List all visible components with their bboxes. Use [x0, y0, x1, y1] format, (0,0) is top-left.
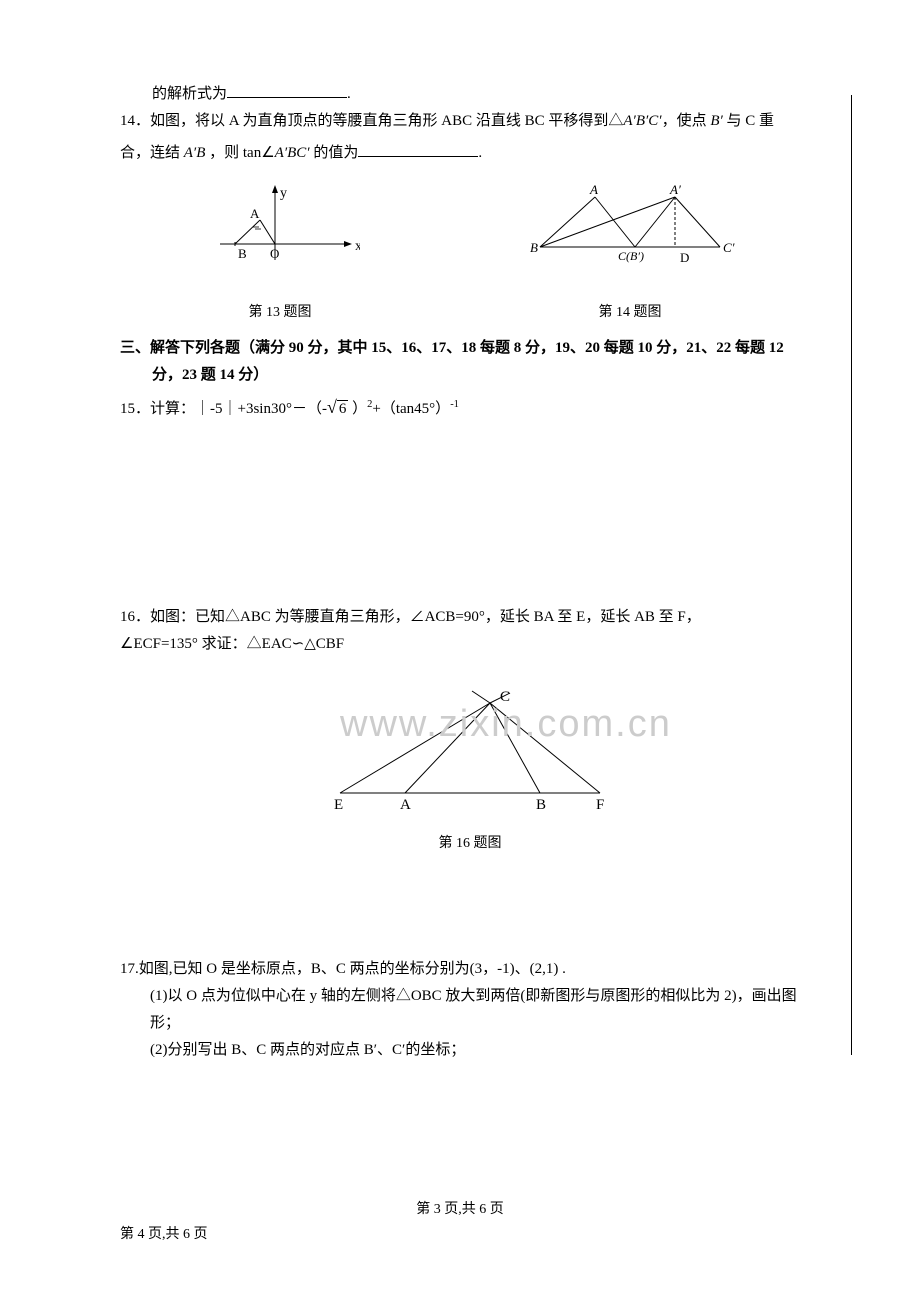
fig16-F: F [596, 797, 604, 813]
q14-aprime-b: A′B [184, 145, 206, 161]
q14-text2: ，使点 [662, 113, 707, 129]
q15-text: 计算：｜-5｜+3sin30°－（- [150, 401, 327, 417]
q17-line1: 17.如图,已知 O 是坐标原点，B、C 两点的坐标分别为(3，-1)、(2,1… [120, 956, 820, 983]
q15-number: 15． [120, 401, 150, 417]
fig16-caption: 第 16 题图 [120, 831, 820, 856]
footer-left: 第 4 页,共 6 页 [120, 1222, 208, 1247]
page-divider-line [851, 95, 852, 1055]
fig16-B: B [536, 797, 546, 813]
q14-bprime: B′ [710, 113, 722, 129]
q15-sqrt6: 6 [337, 400, 349, 417]
q14-line2-text3: 的值为 [310, 145, 359, 161]
fig16-C: C [500, 689, 510, 705]
q14: 14．如图，将以 A 为直角顶点的等腰直角三角形 ABC 沿直线 BC 平移得到… [120, 108, 820, 135]
footer-right: 第 3 页,共 6 页 [416, 1197, 504, 1222]
q14-text1: 如图，将以 A 为直角顶点的等腰直角三角形 ABC 沿直线 BC 平移得到△ [150, 113, 623, 129]
q17-line3: (2)分别写出 B、C 两点的对应点 B′、C′的坐标； [120, 1037, 820, 1064]
q14-blank [358, 139, 478, 157]
q15: 15．计算：｜-5｜+3sin30°－（-6 ）2+（tan45°）-1 [120, 391, 820, 423]
fragment-text: 的解析式为 [152, 86, 227, 102]
q14-angle: A′BC′ [275, 145, 310, 161]
fig13-B: B [238, 246, 247, 261]
blank-line [227, 80, 347, 98]
fig14-Aprime: A′ [669, 182, 681, 197]
q14-text3: 与 C 重 [727, 113, 775, 129]
fig14-svg: A A′ B C(B′) C′ D [520, 182, 740, 282]
section3-title: 三、解答下列各题（满分 90 分，其中 15、16、17、18 每题 8 分，1… [120, 335, 820, 362]
figure-13: y x A B O 第 13 题图 [200, 182, 360, 325]
figure-14: A A′ B C(B′) C′ D 第 14 题图 [520, 182, 740, 325]
fig13-caption: 第 13 题图 [200, 300, 360, 325]
q14-line2: 合，连结 A′B ，则 tan∠A′BC′ 的值为. [120, 139, 820, 167]
fig14-CBprime: C(B′) [618, 249, 644, 263]
section3-line2: 分，23 题 14 分） [152, 367, 268, 383]
fragment-top: 的解析式为. [120, 80, 820, 108]
fig13-x: x [355, 239, 360, 254]
q16-line1: 16．如图：已知△ABC 为等腰直角三角形，∠ACB=90°，延长 BA 至 E… [120, 604, 820, 631]
fig14-D: D [680, 250, 689, 265]
page-content: 的解析式为. 14．如图，将以 A 为直角顶点的等腰直角三角形 ABC 沿直线 … [120, 80, 820, 1064]
fig14-Cprime: C′ [723, 240, 735, 255]
fig14-A: A [589, 182, 598, 197]
fig16-svg: C E A B F [310, 683, 630, 813]
section3-title-line2: 分，23 题 14 分） [120, 362, 820, 389]
q15-expneg1: -1 [450, 399, 459, 410]
fig13-svg: y x A B O [200, 182, 360, 282]
q14-number: 14． [120, 113, 150, 129]
fig14-caption: 第 14 题图 [520, 300, 740, 325]
fig16-E: E [334, 797, 343, 813]
figures-13-14: y x A B O 第 13 题图 A [120, 182, 820, 325]
fig14-B: B [530, 240, 538, 255]
fig16-A: A [400, 797, 411, 813]
q14-abc-prime: A′B′C′ [623, 113, 661, 129]
q15-text2: ） [352, 401, 367, 417]
q16-workspace [120, 856, 820, 956]
figure-16: C E A B F 第 16 题图 [120, 683, 820, 856]
q14-line2-text1: 合，连结 [120, 145, 180, 161]
q14-line2-text2: ，则 tan∠ [209, 145, 275, 161]
fig13-O: O [270, 246, 279, 261]
q15-workspace [120, 424, 820, 604]
q15-text3: +（tan45°） [372, 401, 450, 417]
q16-line2: ∠ECF=135° 求证：△EAC∽△CBF [120, 631, 820, 658]
section3-line1: 三、解答下列各题（满分 90 分，其中 15、16、17、18 每题 8 分，1… [120, 340, 784, 356]
fig13-y: y [280, 186, 287, 201]
q17-line2: (1)以 O 点为位似中心在 y 轴的左侧将△OBC 放大到两倍(即新图形与原图… [120, 983, 820, 1037]
fig13-A: A [250, 206, 260, 221]
sqrt-icon: 6 [327, 391, 348, 423]
